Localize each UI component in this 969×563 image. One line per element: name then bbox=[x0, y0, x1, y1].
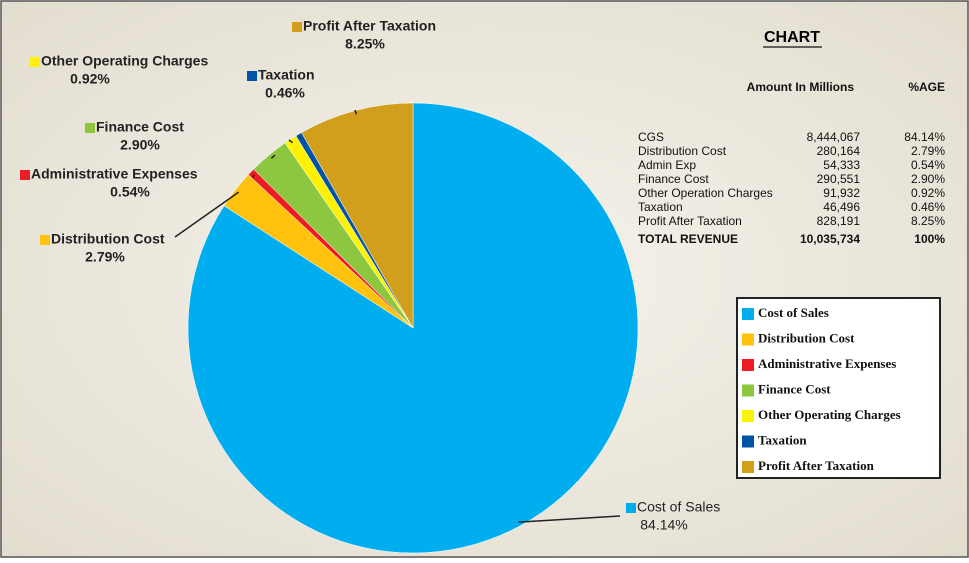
legend-swatch bbox=[742, 384, 754, 397]
row-label: CGS bbox=[638, 130, 664, 144]
legend-swatch bbox=[742, 308, 754, 320]
row-amount: 8,444,067 bbox=[807, 130, 861, 144]
legend-label: Cost of Sales bbox=[758, 305, 829, 320]
leader-line bbox=[174, 191, 240, 238]
label-swatch bbox=[30, 57, 40, 67]
label-swatch bbox=[20, 170, 30, 180]
legend-swatch bbox=[742, 461, 754, 473]
leader-line bbox=[354, 109, 358, 115]
row-label: Admin Exp bbox=[638, 158, 696, 172]
row-amount: 828,191 bbox=[817, 214, 861, 228]
slice-label: Finance Cost bbox=[96, 119, 184, 135]
row-amount: 46,496 bbox=[823, 200, 860, 214]
row-pct: 0.54% bbox=[911, 158, 945, 172]
legend-label: Distribution Cost bbox=[758, 330, 855, 345]
row-amount: 54,333 bbox=[823, 158, 860, 172]
leader-line bbox=[288, 139, 294, 144]
legend-swatch bbox=[742, 333, 754, 346]
slice-label: Other Operating Charges bbox=[41, 53, 208, 69]
row-pct: 0.92% bbox=[911, 186, 945, 200]
legend-label: Taxation bbox=[758, 432, 807, 447]
table-header: Amount In Millions bbox=[747, 80, 855, 94]
total-pct: 100% bbox=[914, 232, 945, 246]
slice-value: 0.46% bbox=[265, 85, 305, 101]
label-swatch bbox=[247, 71, 257, 81]
row-amount: 91,932 bbox=[823, 186, 860, 200]
row-pct: 2.79% bbox=[911, 144, 945, 158]
total-label: TOTAL REVENUE bbox=[638, 232, 738, 246]
table-header: %AGE bbox=[908, 80, 945, 94]
label-swatch bbox=[85, 123, 95, 133]
row-pct: 84.14% bbox=[904, 130, 945, 144]
slice-label: Profit After Taxation bbox=[303, 18, 436, 34]
label-swatch bbox=[40, 235, 50, 245]
legend-label: Administrative Expenses bbox=[758, 356, 896, 371]
row-label: Taxation bbox=[638, 200, 683, 214]
row-amount: 290,551 bbox=[817, 172, 861, 186]
slice-value: 84.14% bbox=[640, 517, 687, 533]
legend-swatch bbox=[742, 435, 754, 448]
row-label: Distribution Cost bbox=[638, 144, 727, 158]
legend-box bbox=[736, 297, 941, 479]
table-title: CHART bbox=[764, 29, 820, 46]
leader-line bbox=[299, 136, 302, 139]
label-swatch bbox=[292, 22, 302, 32]
slice-label: Cost of Sales bbox=[637, 499, 720, 515]
total-amount: 10,035,734 bbox=[800, 232, 860, 246]
slice-value: 2.90% bbox=[120, 137, 160, 153]
row-pct: 0.46% bbox=[911, 200, 945, 214]
row-amount: 280,164 bbox=[817, 144, 861, 158]
legend-label: Profit After Taxation bbox=[758, 458, 875, 473]
row-label: Profit After Taxation bbox=[638, 214, 742, 228]
row-label: Other Operation Charges bbox=[638, 186, 773, 200]
slice-label: Taxation bbox=[258, 67, 315, 83]
leader-line bbox=[518, 515, 621, 523]
slice-value: 2.79% bbox=[85, 249, 125, 265]
label-swatch bbox=[626, 503, 636, 513]
legend-label: Finance Cost bbox=[758, 381, 831, 396]
legend-swatch bbox=[742, 410, 754, 422]
leader-line bbox=[252, 174, 255, 179]
legend-label: Other Operating Charges bbox=[758, 407, 901, 422]
slice-value: 8.25% bbox=[345, 36, 385, 52]
slice-value: 0.54% bbox=[110, 184, 150, 200]
slice-label: Distribution Cost bbox=[51, 231, 165, 247]
legend-swatch bbox=[742, 359, 754, 371]
row-pct: 2.90% bbox=[911, 172, 945, 186]
row-label: Finance Cost bbox=[638, 172, 709, 186]
leader-line bbox=[270, 154, 276, 159]
row-pct: 8.25% bbox=[911, 214, 945, 228]
slice-value: 0.92% bbox=[70, 71, 110, 87]
slice-label: Administrative Expenses bbox=[31, 166, 198, 182]
